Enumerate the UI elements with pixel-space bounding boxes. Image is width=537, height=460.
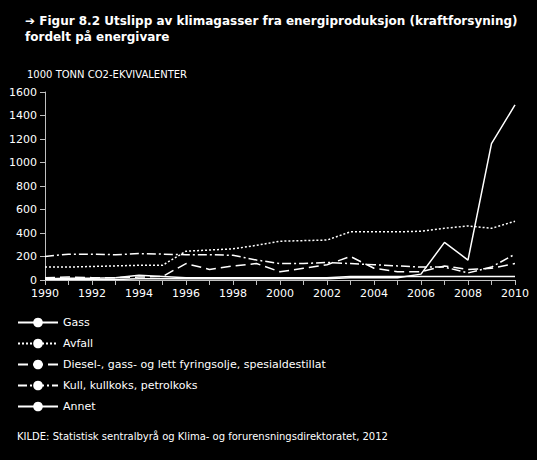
svg-text:2008: 2008 bbox=[454, 287, 482, 300]
svg-text:1200: 1200 bbox=[9, 133, 37, 146]
svg-text:fordelt på energivare: fordelt på energivare bbox=[25, 30, 169, 44]
svg-text:1994: 1994 bbox=[125, 287, 153, 300]
svg-text:2004: 2004 bbox=[360, 287, 388, 300]
svg-text:Diesel-, gass- og lett fyrings: Diesel-, gass- og lett fyringsolje, spes… bbox=[63, 358, 326, 371]
svg-text:1998: 1998 bbox=[219, 287, 247, 300]
svg-text:1400: 1400 bbox=[9, 109, 37, 122]
svg-text:2002: 2002 bbox=[313, 287, 341, 300]
svg-text:2010: 2010 bbox=[501, 287, 529, 300]
svg-text:Gass: Gass bbox=[63, 316, 90, 329]
svg-text:1000 TONN CO2-EKVIVALENTER: 1000 TONN CO2-EKVIVALENTER bbox=[27, 69, 187, 80]
svg-text:Avfall: Avfall bbox=[63, 337, 93, 350]
svg-text:KILDE: Statistisk sentralbyrå: KILDE: Statistisk sentralbyrå og Klima- … bbox=[17, 430, 388, 442]
svg-text:600: 600 bbox=[16, 203, 37, 216]
svg-text:2000: 2000 bbox=[266, 287, 294, 300]
svg-text:1992: 1992 bbox=[78, 287, 106, 300]
svg-text:Annet: Annet bbox=[63, 400, 96, 413]
svg-text:800: 800 bbox=[16, 180, 37, 193]
svg-text:1000: 1000 bbox=[9, 156, 37, 169]
svg-text:2006: 2006 bbox=[407, 287, 435, 300]
svg-text:1996: 1996 bbox=[172, 287, 200, 300]
svg-text:1600: 1600 bbox=[9, 86, 37, 99]
svg-text:400: 400 bbox=[16, 227, 37, 240]
svg-text:200: 200 bbox=[16, 250, 37, 263]
svg-text:Kull, kullkoks, petrolkoks: Kull, kullkoks, petrolkoks bbox=[63, 379, 198, 392]
svg-text:1990: 1990 bbox=[31, 287, 59, 300]
svg-text:0: 0 bbox=[30, 274, 37, 287]
svg-text:➔ Figur 8.2 Utslipp av klimaga: ➔ Figur 8.2 Utslipp av klimagasser fra e… bbox=[25, 14, 518, 28]
